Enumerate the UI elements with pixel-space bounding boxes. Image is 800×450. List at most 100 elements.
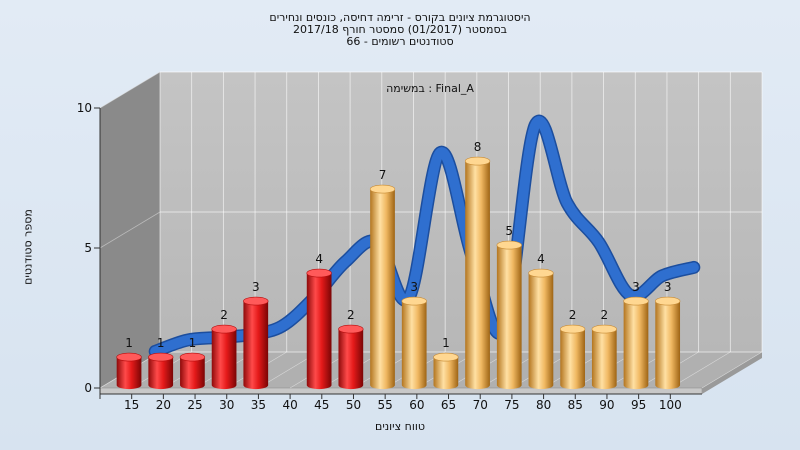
data-label-20: 1 — [157, 336, 165, 350]
bar-15 — [116, 352, 142, 390]
grid-line-wall — [99, 71, 161, 109]
bar-body — [560, 329, 585, 390]
bar-65 — [433, 352, 459, 390]
bar-body — [433, 357, 459, 390]
bar-cap — [243, 296, 269, 306]
x-tick-label: 100 — [659, 398, 682, 412]
bar-body — [306, 273, 332, 390]
bar-75 — [496, 240, 522, 390]
data-labels: 1 1 1 2 3 4 2 7 3 1 8 5 4 2 2 3 3 — [125, 140, 671, 350]
y-axis-label: מספר סטודנטים — [21, 209, 35, 285]
data-label-70: 8 — [474, 140, 482, 154]
grid-line-floor — [670, 351, 731, 389]
y-tick-label: 10 — [77, 101, 92, 115]
data-label-50: 2 — [347, 308, 355, 322]
bar-body — [591, 329, 617, 390]
data-label-80: 4 — [537, 252, 545, 266]
x-tick-label: 65 — [441, 398, 456, 412]
bar-body — [211, 329, 237, 390]
bar-80 — [528, 268, 554, 390]
bar-cap — [116, 352, 142, 362]
bar-cap — [623, 296, 649, 306]
data-label-60: 3 — [410, 280, 418, 294]
bar-body — [496, 245, 522, 390]
bar-body — [401, 301, 427, 390]
x-tick-label: 85 — [568, 398, 583, 412]
bar-60 — [401, 296, 427, 390]
data-label-85: 2 — [569, 308, 577, 322]
bar-cap — [211, 324, 237, 334]
x-tick-label: 40 — [282, 398, 297, 412]
bar-body — [180, 357, 205, 390]
bar-body — [655, 301, 681, 390]
x-tick-label: 15 — [124, 398, 139, 412]
bar-50 — [338, 324, 364, 390]
bar-55 — [369, 184, 396, 390]
data-label-100: 3 — [664, 280, 672, 294]
y-tick-label: 0 — [84, 381, 92, 395]
data-label-15: 1 — [125, 336, 133, 350]
chart-title-line-1: היסטוגרמת ציונים בקורס - זרימה דחיסה, כו… — [269, 11, 531, 24]
x-tick-label: 80 — [536, 398, 551, 412]
data-label-75: 5 — [505, 224, 513, 238]
bar-45 — [306, 268, 332, 390]
grid-line-floor — [701, 351, 763, 389]
x-tick-label: 35 — [251, 398, 266, 412]
x-tick-label: 50 — [346, 398, 361, 412]
data-label-30: 2 — [220, 308, 228, 322]
grid-line-wall — [99, 211, 161, 249]
bar-body — [528, 273, 554, 390]
bar-95 — [623, 296, 649, 390]
bar-35 — [243, 296, 269, 390]
x-tick-label: 45 — [314, 398, 329, 412]
bar-cap — [338, 324, 364, 334]
data-label-35: 3 — [252, 280, 260, 294]
bar-20 — [148, 352, 174, 390]
x-tick-label: 30 — [219, 398, 234, 412]
bar-body — [338, 329, 364, 390]
bar-cap — [496, 240, 522, 250]
bar-cap — [401, 296, 427, 306]
chart-title-line-3: סטודנטים רשומים - 66 — [346, 35, 454, 48]
x-tick-label: 90 — [599, 398, 614, 412]
bar-90 — [591, 324, 617, 390]
x-axis-label: טווח ציונים — [375, 420, 425, 433]
x-tick-label: 20 — [156, 398, 171, 412]
bar-cap — [528, 268, 554, 278]
bar-30 — [211, 324, 237, 390]
bar-cap — [464, 156, 491, 166]
bar-cap — [148, 352, 174, 362]
bars — [116, 156, 681, 390]
x-tick-label: 70 — [473, 398, 488, 412]
bar-body — [148, 357, 174, 390]
subject-label: במשימה : Final_A — [386, 82, 474, 95]
bar-cap — [433, 352, 459, 362]
data-label-65: 1 — [442, 336, 450, 350]
floor-side — [702, 352, 762, 394]
bar-body — [116, 357, 142, 390]
chart-title-line-2: בסמסטר (01/2017) סמסטר חורף 2017/18 — [293, 23, 507, 36]
data-label-45: 4 — [315, 252, 323, 266]
data-label-90: 2 — [600, 308, 608, 322]
data-label-25: 1 — [189, 336, 197, 350]
bar-body — [623, 301, 649, 390]
bar-100 — [655, 296, 681, 390]
bar-cap — [655, 296, 681, 306]
bar-85 — [559, 324, 586, 390]
bar-cap — [591, 324, 617, 334]
data-label-95: 3 — [632, 280, 640, 294]
x-tick-label: 60 — [409, 398, 424, 412]
y-tick-label: 5 — [84, 241, 92, 255]
x-tick-label: 55 — [378, 398, 393, 412]
x-tick-label: 95 — [631, 398, 646, 412]
bar-25 — [179, 352, 206, 390]
bar-cap — [559, 324, 586, 334]
bar-70 — [464, 156, 491, 390]
bar-body — [370, 189, 395, 390]
data-label-55: 7 — [379, 168, 387, 182]
bar-body — [243, 301, 269, 390]
x-tick-label: 75 — [504, 398, 519, 412]
